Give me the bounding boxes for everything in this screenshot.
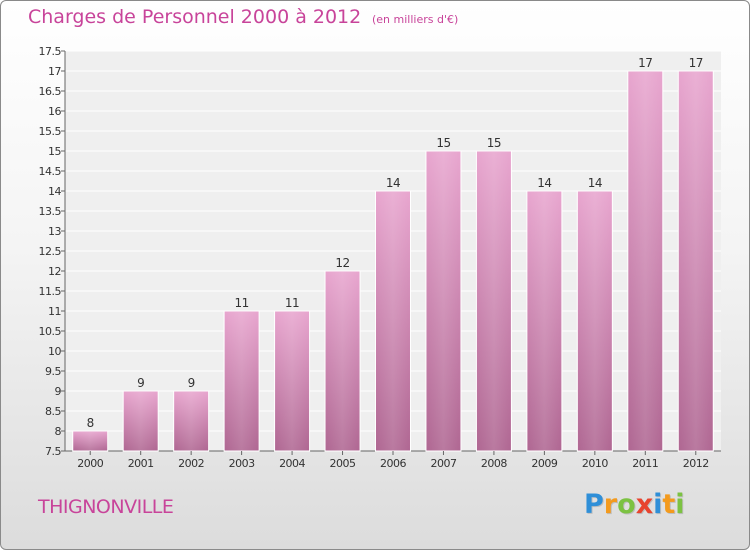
bar-value-label: 11 (285, 296, 299, 310)
y-tick-label: 8.5 (45, 405, 61, 418)
bar-value-label: 15 (436, 136, 450, 150)
y-tick-label: 10.5 (39, 325, 62, 338)
chart-title: Charges de Personnel 2000 à 2012 (28, 6, 362, 28)
y-tick-label: 16 (48, 105, 61, 118)
logo-letter: i (675, 489, 685, 520)
x-tick-label: 2002 (178, 457, 204, 470)
x-tick-label: 2004 (279, 457, 305, 470)
x-tick-label: 2008 (481, 457, 507, 470)
bar-highlight (276, 312, 308, 451)
y-tick-label: 12.5 (39, 245, 62, 258)
bar-highlight (680, 72, 712, 451)
y-tick-label: 14.5 (39, 165, 62, 178)
y-tick-label: 8 (55, 425, 62, 438)
y-tick-label: 13.5 (39, 205, 62, 218)
y-tick-label: 16.5 (39, 85, 62, 98)
y-tick-label: 13 (48, 225, 61, 238)
bar-value-label: 8 (87, 416, 94, 430)
y-tick-label: 11.5 (39, 285, 62, 298)
bar-value-label: 14 (537, 176, 551, 190)
bar-highlight (427, 152, 459, 451)
y-tick-label: 17.5 (39, 45, 62, 58)
logo-letter: x (635, 489, 654, 520)
bar-value-label: 14 (386, 176, 400, 190)
y-tick-label: 12 (48, 265, 61, 278)
y-tick-label: 17 (48, 65, 61, 78)
y-tick-label: 11 (48, 305, 61, 318)
x-tick-label: 2003 (229, 457, 255, 470)
bar-value-label: 12 (335, 256, 349, 270)
bar-value-label: 15 (487, 136, 501, 150)
bar-highlight (528, 192, 560, 451)
proxiti-logo: Proxiti (584, 489, 685, 520)
x-tick-label: 2011 (632, 457, 658, 470)
bar-highlight (377, 192, 409, 451)
x-tick-label: 2000 (77, 457, 103, 470)
y-tick-label: 15.5 (39, 125, 62, 138)
x-tick-label: 2007 (430, 457, 456, 470)
bar-value-label: 9 (137, 376, 144, 390)
bar-value-label: 14 (588, 176, 602, 190)
y-tick-label: 9 (55, 385, 62, 398)
y-tick-label: 9.5 (45, 365, 61, 378)
bar-value-label: 17 (689, 56, 703, 70)
bar-highlight (629, 72, 661, 451)
bar-highlight (125, 392, 157, 451)
x-tick-label: 2009 (531, 457, 557, 470)
y-tick-label: 15 (48, 145, 61, 158)
bar-highlight (478, 152, 510, 451)
logo-letter: o (617, 489, 636, 520)
town-name: THIGNONVILLE (38, 496, 174, 518)
x-tick-label: 2006 (380, 457, 406, 470)
bar-value-label: 9 (188, 376, 195, 390)
x-tick-label: 2001 (128, 457, 154, 470)
bar-highlight (175, 392, 207, 451)
bar-highlight (226, 312, 258, 451)
x-tick-label: 2012 (683, 457, 709, 470)
bar-value-label: 17 (638, 56, 652, 70)
y-tick-label: 7.5 (45, 445, 61, 458)
y-tick-label: 10 (48, 345, 61, 358)
bar-value-label: 11 (234, 296, 248, 310)
bar-highlight (74, 432, 106, 451)
x-tick-label: 2010 (582, 457, 608, 470)
logo-letter: r (603, 489, 618, 520)
x-tick-label: 2005 (330, 457, 356, 470)
y-tick-label: 14 (48, 185, 61, 198)
bar-highlight (579, 192, 611, 451)
logo-letter: P (584, 489, 604, 520)
logo-letter: t (662, 489, 676, 520)
chart-subtitle: (en milliers d'€) (372, 13, 459, 26)
bar-highlight (327, 272, 359, 451)
logo-letter: i (653, 489, 663, 520)
